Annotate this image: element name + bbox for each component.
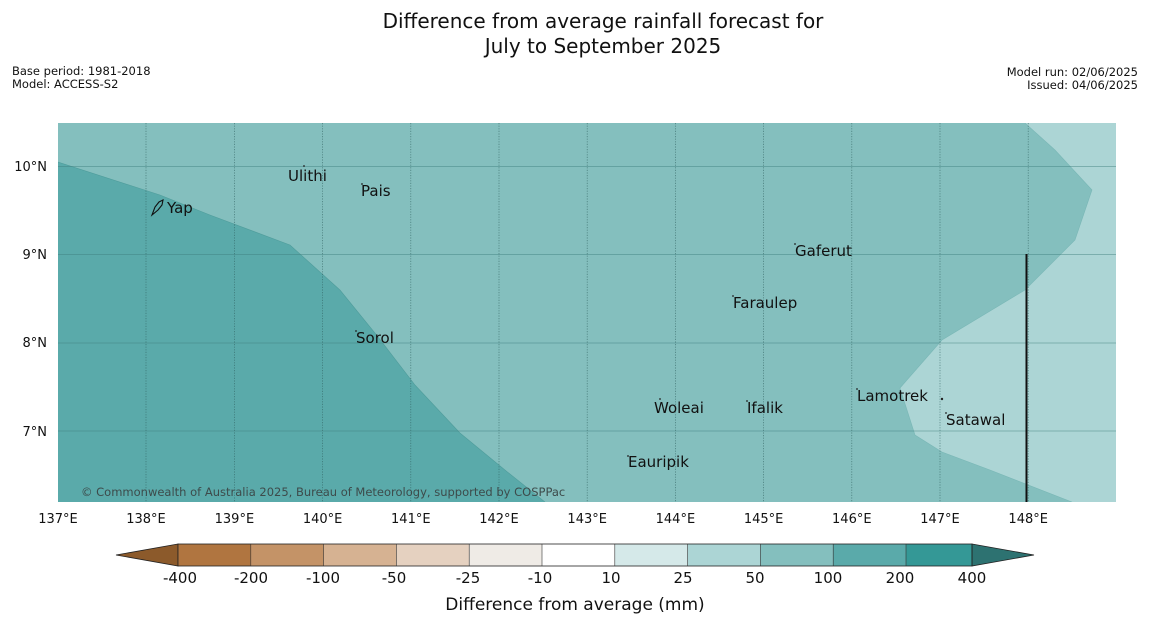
issued-date-text: Issued: 04/06/2025 bbox=[1027, 78, 1138, 92]
place-label-pais: Pais bbox=[361, 182, 391, 200]
colorbar-swatch bbox=[833, 544, 906, 566]
lon-label: 146°E bbox=[832, 512, 872, 527]
lat-label: 7°N bbox=[23, 425, 48, 440]
place-label-lamotrek: Lamotrek bbox=[857, 387, 928, 405]
map-gridlines bbox=[58, 123, 1116, 502]
colorbar-swatch bbox=[323, 544, 397, 566]
lon-label: 142°E bbox=[479, 512, 519, 527]
colorbar-swatch bbox=[760, 544, 834, 566]
lon-label: 143°E bbox=[567, 512, 607, 527]
band-25-50 bbox=[900, 123, 1116, 502]
lat-label: 10°N bbox=[14, 160, 47, 175]
model-info: Base period: 1981-2018 Model: ACCESS-S2 bbox=[12, 65, 151, 91]
lon-label: 144°E bbox=[656, 512, 696, 527]
place-label-faraulep: Faraulep bbox=[733, 294, 797, 312]
model-name-text: Model: ACCESS-S2 bbox=[12, 77, 119, 91]
forecast-field bbox=[58, 123, 1116, 502]
place-labels: Ulithi Pais Yap Gaferut Faraulep Sorol L… bbox=[166, 167, 1005, 471]
lat-label: 9°N bbox=[23, 248, 48, 263]
lon-label: 137°E bbox=[38, 512, 78, 527]
lon-label: 139°E bbox=[215, 512, 255, 527]
lon-label: 138°E bbox=[126, 512, 166, 527]
base-period-text: Base period: 1981-2018 bbox=[12, 64, 151, 78]
copyright-notice: © Commonwealth of Australia 2025, Bureau… bbox=[81, 485, 565, 499]
colorbar-ticks: -400 -200 -100 -50 -25 -10 10 25 50 100 … bbox=[163, 569, 986, 587]
colorbar-tick: -100 bbox=[306, 569, 340, 587]
lon-label: 147°E bbox=[920, 512, 960, 527]
colorbar-extend-high bbox=[971, 543, 1035, 567]
lon-label: 140°E bbox=[303, 512, 343, 527]
colorbar-tick: 25 bbox=[673, 569, 692, 587]
latitude-axis: 10°N 9°N 8°N 7°N bbox=[14, 160, 47, 440]
place-label-yap: Yap bbox=[166, 199, 193, 217]
colorbar-tick: -50 bbox=[382, 569, 407, 587]
place-label-woleai: Woleai bbox=[654, 399, 704, 417]
colorbar-tick: -200 bbox=[234, 569, 268, 587]
run-info: Model run: 02/06/2025 Issued: 04/06/2025 bbox=[1007, 66, 1138, 92]
lon-label: 148°E bbox=[1008, 512, 1048, 527]
colorbar-swatch bbox=[906, 544, 972, 566]
colorbar-tick: -10 bbox=[528, 569, 553, 587]
colorbar-label: Difference from average (mm) bbox=[445, 595, 704, 615]
map-title-line-1: Difference from average rainfall forecas… bbox=[382, 9, 824, 33]
colorbar: -400 -200 -100 -50 -25 -10 10 25 50 100 … bbox=[115, 543, 1035, 615]
yap-island-outline bbox=[150, 199, 164, 217]
colorbar-swatch bbox=[687, 544, 761, 566]
colorbar-swatch bbox=[178, 544, 251, 566]
colorbar-swatch bbox=[614, 544, 688, 566]
colorbar-extend-low bbox=[115, 543, 179, 567]
place-label-ifalik: Ifalik bbox=[747, 399, 783, 417]
place-label-satawal: Satawal bbox=[946, 411, 1005, 429]
colorbar-tick: -400 bbox=[163, 569, 197, 587]
lat-label: 8°N bbox=[23, 336, 48, 351]
colorbar-tick: 200 bbox=[886, 569, 915, 587]
colorbar-tick: 50 bbox=[745, 569, 764, 587]
place-label-sorol: Sorol bbox=[356, 329, 394, 347]
colorbar-swatch bbox=[250, 544, 324, 566]
colorbar-tick: 400 bbox=[958, 569, 987, 587]
band-100-200 bbox=[58, 162, 545, 502]
colorbar-swatch bbox=[542, 544, 615, 566]
colorbar-swatch bbox=[396, 544, 470, 566]
longitude-axis: 137°E 138°E 139°E 140°E 141°E 142°E 143°… bbox=[38, 512, 1048, 527]
colorbar-tick: 100 bbox=[814, 569, 843, 587]
colorbar-swatch bbox=[469, 544, 542, 566]
colorbar-tick: -25 bbox=[456, 569, 481, 587]
map-title: Difference from average rainfall forecas… bbox=[0, 9, 1150, 59]
island-markers bbox=[150, 165, 947, 457]
map-title-line-2: July to September 2025 bbox=[484, 34, 722, 58]
place-label-eauripik: Eauripik bbox=[628, 453, 689, 471]
lon-label: 145°E bbox=[744, 512, 784, 527]
lon-label: 141°E bbox=[391, 512, 431, 527]
place-label-gaferut: Gaferut bbox=[795, 242, 852, 260]
colorbar-tick: 10 bbox=[601, 569, 620, 587]
place-label-ulithi: Ulithi bbox=[288, 167, 327, 185]
model-run-text: Model run: 02/06/2025 bbox=[1006, 65, 1138, 79]
